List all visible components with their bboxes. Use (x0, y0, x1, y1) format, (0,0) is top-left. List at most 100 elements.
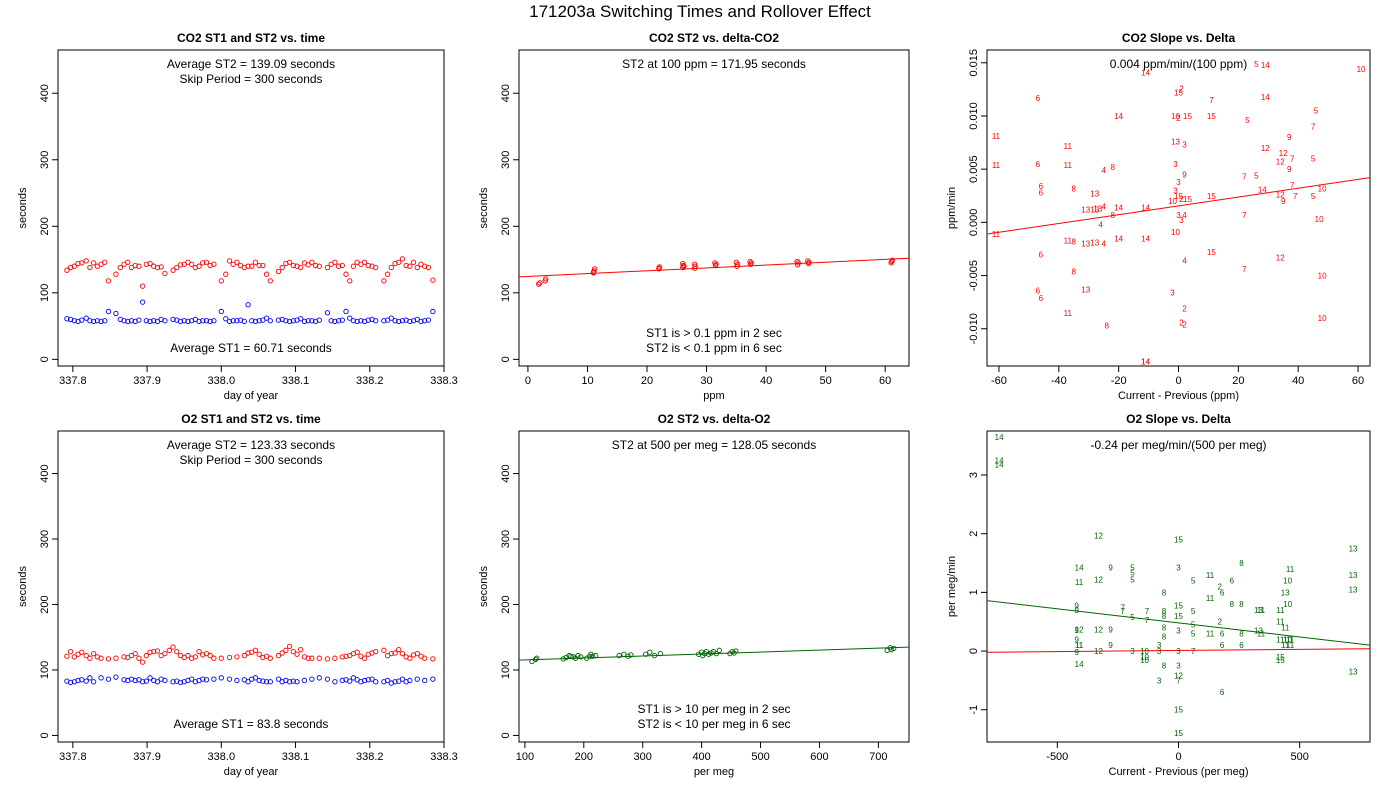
point-label: 10 (1283, 635, 1292, 644)
data-point (339, 317, 345, 323)
data-point (430, 308, 436, 315)
point-label: 14 (1141, 203, 1150, 212)
point-label: 11 (1064, 309, 1073, 318)
x-tick-label: 338.1 (282, 375, 310, 387)
data-point (185, 652, 191, 659)
data-point (305, 318, 311, 324)
data-point (643, 651, 649, 657)
plot-area (64, 256, 436, 325)
x-tick-label: 338.3 (430, 375, 458, 387)
y-tick-label: 300 (39, 151, 51, 169)
point-label: 11 (1286, 641, 1295, 650)
data-point (218, 655, 224, 661)
data-point (267, 679, 273, 685)
data-point (716, 647, 722, 653)
data-point (625, 653, 631, 659)
data-point (430, 656, 436, 662)
point-label: 9 (1074, 648, 1079, 657)
data-point (226, 258, 233, 264)
y-tick-label: 3 (968, 472, 980, 478)
data-point (185, 318, 191, 325)
data-point (358, 318, 364, 324)
point-label: 12 (1276, 191, 1285, 200)
point-label: 15 (1207, 192, 1216, 201)
data-point (252, 647, 259, 653)
data-point (83, 258, 89, 264)
data-point (388, 315, 394, 321)
data-point (656, 266, 662, 272)
data-point (283, 318, 289, 324)
data-point (301, 318, 308, 325)
data-point (105, 308, 112, 315)
plot-frame (518, 49, 910, 367)
panel-co2-slope: CO2 Slope vs. Delta -60 -40 -20 0 20 40 60 -0.01… (946, 31, 1371, 402)
point-label: 14 (1114, 234, 1123, 243)
data-point (324, 310, 331, 316)
data-point (105, 676, 112, 682)
data-point (147, 675, 153, 681)
point-label: 15 (1276, 653, 1285, 662)
point-label: 5 (1130, 564, 1135, 573)
data-point (102, 259, 108, 265)
y-tick-label: 300 (500, 530, 512, 548)
data-point (113, 655, 119, 661)
point-label: 15 (1174, 536, 1183, 545)
point-label: 8 (1110, 163, 1115, 172)
y-tick-label: 0.015 (968, 49, 980, 77)
panel-o2-time: O2 ST1 and ST2 vs. time 337.8 337.9 338.0 33… (17, 412, 458, 778)
point-label: 6 (1230, 577, 1235, 586)
x-tick-label: 20 (1232, 375, 1244, 387)
data-point (621, 651, 627, 657)
point-label: 7 (1145, 616, 1150, 625)
data-point (350, 318, 357, 324)
data-point (590, 269, 597, 275)
data-point (196, 263, 202, 269)
point-label: 10 (1357, 65, 1366, 74)
data-point (407, 263, 413, 269)
data-point (534, 655, 540, 661)
x-axis-label: ppm (703, 390, 724, 402)
data-point (188, 676, 195, 682)
data-point (332, 679, 338, 685)
data-point (396, 647, 402, 653)
point-label: 13 (1349, 585, 1358, 594)
data-point (83, 315, 89, 321)
data-point (407, 655, 413, 661)
panel-title: O2 ST2 vs. delta-O2 (658, 412, 771, 426)
annotation-text: ST1 is > 0.1 ppm in 2 sec (646, 326, 782, 340)
point-label: 11 (1257, 606, 1266, 615)
x-axis-label: per meg (694, 766, 734, 778)
data-point (188, 261, 195, 267)
point-label: 7 (1145, 607, 1150, 616)
data-point (136, 655, 142, 661)
plot-frame (986, 430, 1371, 743)
fit-line (987, 177, 1370, 235)
data-point (381, 318, 387, 324)
data-point (388, 650, 394, 657)
data-point (79, 649, 85, 655)
x-tick-label: 0 (1175, 375, 1181, 387)
point-label: 2 (1179, 84, 1184, 93)
data-point (361, 655, 368, 661)
data-point (410, 259, 417, 265)
x-tick-label: 10 (581, 375, 593, 387)
point-label: 2 (1176, 114, 1181, 123)
point-label: 6 (1220, 688, 1225, 697)
data-point (147, 318, 153, 325)
data-point (162, 650, 168, 657)
data-point (226, 676, 233, 682)
fit-line (987, 600, 1370, 646)
data-point (177, 679, 184, 686)
data-point (260, 262, 266, 269)
point-label: 15 (1174, 192, 1183, 201)
data-point (309, 676, 315, 682)
data-point (425, 317, 432, 323)
point-label: 6 (1036, 94, 1041, 103)
data-point (263, 315, 270, 321)
point-label: 10 (1171, 112, 1180, 121)
data-point (256, 262, 262, 269)
annotation-text: ST2 at 100 ppm = 171.95 seconds (622, 57, 806, 71)
data-point (263, 271, 270, 277)
point-label: 10 (1318, 272, 1327, 281)
x-tick-label: -20 (1111, 375, 1127, 387)
